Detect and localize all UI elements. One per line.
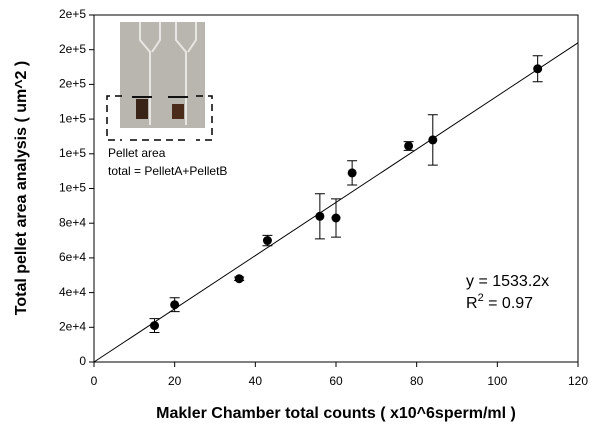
y-tick-label: 0 xyxy=(79,354,86,368)
y-tick-label: 1e+5 xyxy=(59,146,86,160)
inset-caption: total = PelletA+PelletB xyxy=(108,164,227,178)
x-tick-label: 120 xyxy=(568,374,588,388)
y-axis-title: Total pellet area analysis ( um^2 ) xyxy=(13,61,30,315)
x-tick-label: 40 xyxy=(249,374,263,388)
data-point xyxy=(234,274,244,284)
r-squared: R2 = 0.97 xyxy=(466,292,533,312)
pellet-b xyxy=(172,104,184,119)
data-point xyxy=(428,135,438,145)
x-tick-label: 80 xyxy=(410,374,424,388)
y-tick-label: 8e+4 xyxy=(59,215,86,229)
y-tick-label: 1e+5 xyxy=(59,111,86,125)
photo-background xyxy=(120,22,205,128)
x-tick-label: 100 xyxy=(487,374,507,388)
pellet-a xyxy=(136,99,148,119)
data-point xyxy=(170,300,180,310)
fit-equation: y = 1533.2x xyxy=(466,273,549,290)
data-point xyxy=(347,168,357,178)
x-tick-label: 60 xyxy=(329,374,343,388)
y-tick-label: 2e+5 xyxy=(59,42,86,56)
x-axis-title: Makler Chamber total counts ( x10^6sperm… xyxy=(156,405,516,422)
y-tick-label: 4e+4 xyxy=(59,285,86,299)
data-point xyxy=(262,236,272,246)
x-tick-label: 20 xyxy=(168,374,182,388)
data-point xyxy=(315,211,325,221)
inset-caption: Pellet area xyxy=(108,146,166,160)
data-point xyxy=(150,321,159,331)
data-point xyxy=(331,213,341,223)
r-symbol: R xyxy=(466,295,478,312)
r-value: = 0.97 xyxy=(484,295,533,312)
y-tick-label: 6e+4 xyxy=(59,250,86,264)
y-tick-label: 1e+5 xyxy=(59,181,86,195)
r-exponent: 2 xyxy=(478,292,484,304)
data-point xyxy=(404,141,414,151)
inset-photo xyxy=(106,22,213,141)
x-tick-label: 0 xyxy=(91,374,98,388)
y-tick-label: 2e+5 xyxy=(59,77,86,91)
y-tick-label: 2e+5 xyxy=(59,7,86,21)
dashed-bracket xyxy=(106,95,213,141)
data-point xyxy=(533,64,543,74)
channel xyxy=(139,22,197,125)
y-tick-label: 2e+4 xyxy=(59,319,86,333)
